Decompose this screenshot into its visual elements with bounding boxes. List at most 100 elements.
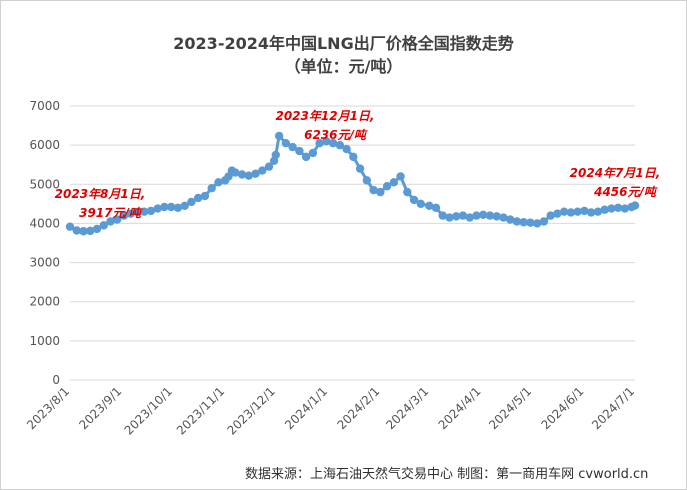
x-tick-label: 2024/1/1 <box>282 384 330 432</box>
y-tick-label: 7000 <box>29 99 60 113</box>
annotation-line1: 2023年12月1日, <box>275 109 374 123</box>
data-point <box>559 207 569 216</box>
data-point <box>113 215 122 224</box>
data-point <box>613 203 623 212</box>
data-point <box>315 138 324 148</box>
data-point <box>264 162 274 171</box>
chart-subtitle: （单位：元/吨） <box>284 57 403 76</box>
data-point <box>231 168 240 177</box>
data-point <box>416 199 426 209</box>
data-point <box>369 185 378 195</box>
data-point <box>301 152 311 162</box>
y-tick-label: 4000 <box>29 216 60 230</box>
data-point <box>244 171 253 180</box>
data-point <box>479 210 488 220</box>
data-point <box>281 138 291 148</box>
data-point <box>396 172 405 181</box>
x-tick-label: 2024/6/1 <box>539 384 587 432</box>
data-point <box>140 207 149 216</box>
data-point <box>458 211 468 220</box>
data-point <box>526 218 535 227</box>
x-tick-label: 2023/9/1 <box>76 384 124 432</box>
data-point <box>376 187 385 197</box>
y-tick-label: 5000 <box>29 177 60 191</box>
data-point <box>72 226 81 235</box>
data-point <box>271 150 280 160</box>
data-point <box>607 204 616 213</box>
x-tick-label: 2024/3/1 <box>383 384 431 432</box>
data-source: 数据来源：上海石油天然气交易中心 制图：第一商用车网 cvworld.cn <box>245 467 649 482</box>
y-tick-label: 6000 <box>29 138 60 152</box>
data-point <box>308 148 318 158</box>
data-point <box>106 217 115 226</box>
data-point <box>274 131 284 141</box>
data-point <box>251 169 260 178</box>
data-point <box>465 213 474 222</box>
y-tick-label: 3000 <box>29 256 60 270</box>
data-point <box>630 201 640 210</box>
annotation-line2: 4456元/吨 <box>593 185 658 199</box>
x-tick-label: 2024/2/1 <box>334 384 382 432</box>
x-tick-label: 2024/5/1 <box>486 384 534 432</box>
data-point <box>472 211 481 220</box>
data-point <box>546 211 555 220</box>
data-point <box>485 211 495 220</box>
data-point <box>86 226 95 236</box>
data-point <box>214 178 223 187</box>
data-point <box>258 166 267 175</box>
data-point <box>79 227 88 236</box>
y-tick-label: 2000 <box>29 295 60 309</box>
data-point <box>403 187 412 197</box>
data-point <box>389 178 399 187</box>
annotation-line1: 2023年8月1日, <box>55 187 146 201</box>
y-tick-label: 0 <box>52 373 60 387</box>
data-point <box>505 215 515 224</box>
x-tick-label: 2023/8/1 <box>24 384 72 432</box>
data-point <box>119 211 129 220</box>
data-point <box>328 138 338 148</box>
data-point <box>499 213 508 222</box>
data-point <box>532 219 542 228</box>
data-point <box>335 140 345 150</box>
data-point <box>200 191 210 201</box>
data-point <box>600 205 609 214</box>
chart-title: 2023-2024年中国LNG出厂价格全国指数走势 <box>173 34 514 53</box>
x-tick-label: 2023/12/1 <box>224 384 277 437</box>
data-point <box>349 152 358 162</box>
data-point <box>566 208 576 217</box>
data-point <box>99 221 108 230</box>
data-point <box>173 203 183 212</box>
data-point <box>126 209 135 218</box>
annotation-line2: 6236元/吨 <box>304 128 368 142</box>
x-tick-label: 2024/4/1 <box>436 384 484 432</box>
data-point <box>146 206 156 216</box>
data-point <box>409 195 419 205</box>
data-point <box>445 213 454 222</box>
y-tick-label: 1000 <box>29 334 60 348</box>
annotation-line1: 2024年7月1日, <box>570 166 661 180</box>
data-point <box>237 170 247 179</box>
data-point <box>180 201 189 211</box>
data-point <box>207 184 216 193</box>
data-point <box>438 211 447 220</box>
x-tick-label: 2023/10/1 <box>122 384 175 437</box>
data-point <box>512 217 522 226</box>
data-point <box>133 207 142 217</box>
x-tick-label: 2023/11/1 <box>174 384 227 437</box>
data-point <box>288 142 297 152</box>
data-point <box>355 164 365 173</box>
data-point <box>92 224 102 234</box>
x-tick-label: 2024/7/1 <box>589 384 637 432</box>
data-point <box>431 203 441 212</box>
data-point <box>519 218 528 227</box>
data-point <box>573 207 582 216</box>
data-point <box>65 222 75 231</box>
data-point <box>580 206 589 216</box>
data-point <box>295 146 304 156</box>
data-point <box>342 144 351 154</box>
data-point <box>593 207 603 216</box>
data-point <box>153 204 162 213</box>
data-point <box>382 182 392 191</box>
